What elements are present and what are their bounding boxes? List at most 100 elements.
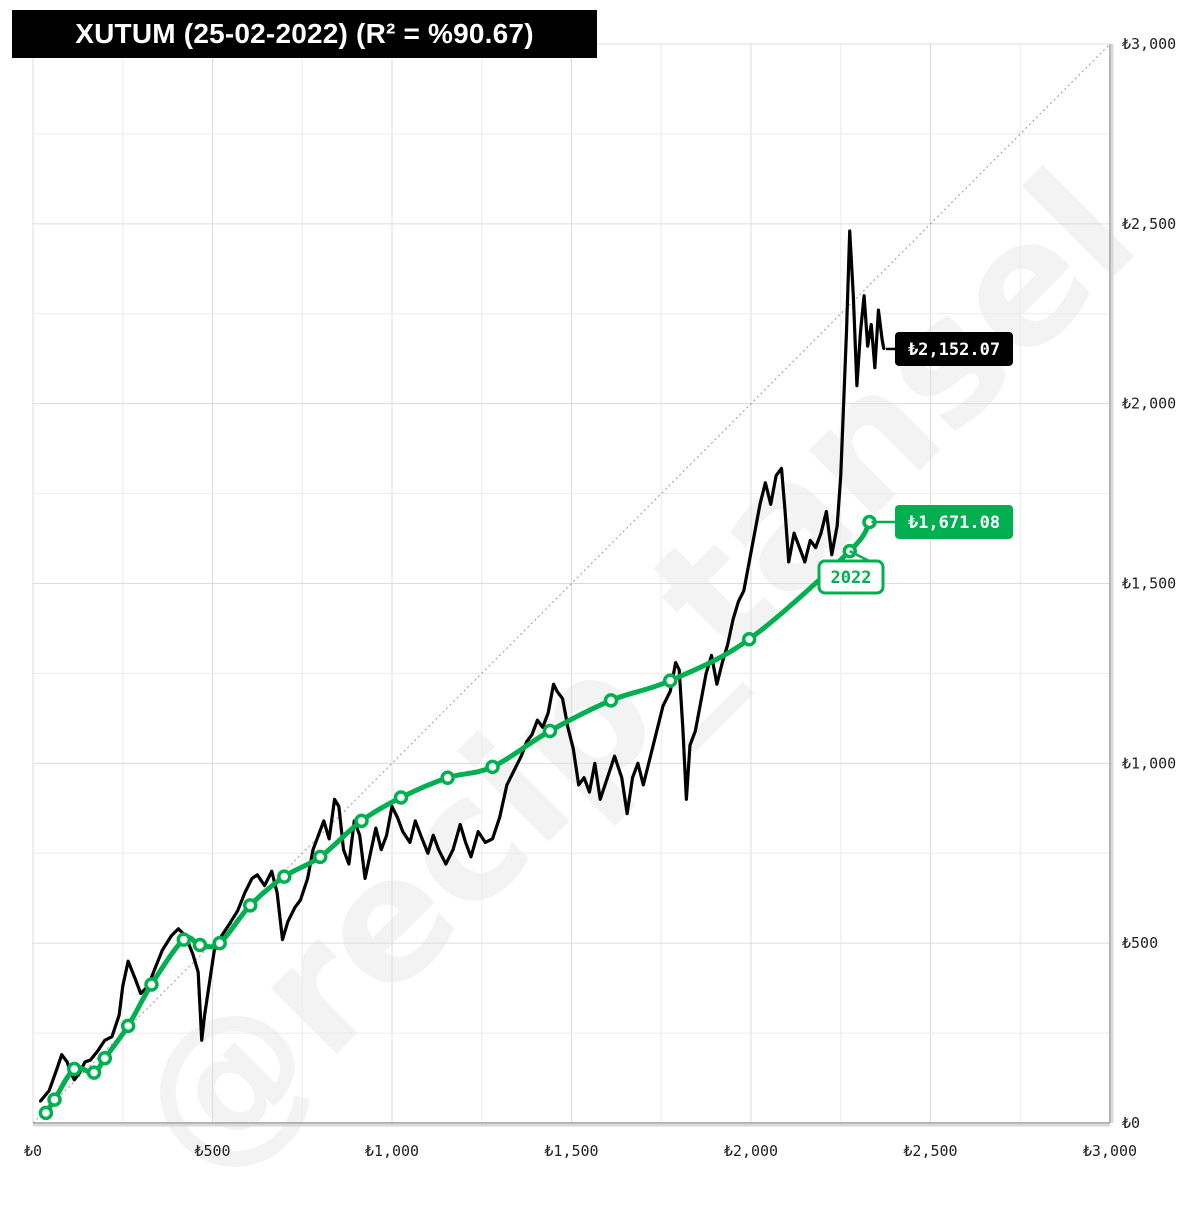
price-point (737, 600, 739, 602)
price-point (678, 669, 680, 671)
price-point (710, 654, 712, 656)
price-point (84, 1061, 86, 1063)
price-point (784, 510, 786, 512)
price-point (170, 935, 172, 937)
price-point (312, 848, 314, 850)
chart-title: XUTUM (25-02-2022) (R² = %90.67) (12, 10, 597, 58)
price-point (73, 1079, 75, 1081)
price-point (642, 784, 644, 786)
price-point (342, 848, 344, 850)
price-point (870, 323, 872, 325)
fit-point (178, 934, 189, 945)
price-point (294, 906, 296, 908)
fit-point (40, 1107, 51, 1118)
price-point (825, 510, 827, 512)
price-point (470, 856, 472, 858)
price-point (836, 525, 838, 527)
price-point (432, 834, 434, 836)
y-tick-label: ₺500 (1122, 934, 1158, 952)
price-point (338, 805, 340, 807)
price-point (333, 798, 335, 800)
fit-point (487, 761, 498, 772)
price-point (874, 367, 876, 369)
price-point (606, 777, 608, 779)
fit-point (395, 792, 406, 803)
price-point (506, 784, 508, 786)
year-label-text: 2022 (831, 568, 872, 588)
price-point (380, 848, 382, 850)
price-point (213, 949, 215, 951)
price-point (820, 532, 822, 534)
price-point (716, 683, 718, 685)
fit-point (665, 675, 676, 686)
price-point (804, 561, 806, 563)
x-tick-label: ₺3,000 (1083, 1142, 1137, 1160)
price-point (689, 744, 691, 746)
price-point (863, 295, 865, 297)
price-point (154, 967, 156, 969)
price-point (464, 841, 466, 843)
price-point (637, 762, 639, 764)
price-point (682, 726, 684, 728)
price-point (375, 827, 377, 829)
price-point (385, 834, 387, 836)
price-point (358, 834, 360, 836)
y-tick-label: ₺1,000 (1122, 754, 1176, 772)
price-point (452, 848, 454, 850)
price-point (477, 830, 479, 832)
fit-point (315, 851, 326, 862)
x-tick-label: ₺1,500 (544, 1142, 598, 1160)
price-point (809, 539, 811, 541)
price-point (547, 712, 549, 714)
price-point (48, 1089, 50, 1091)
y-tick-label: ₺3,000 (1122, 35, 1176, 53)
price-point (328, 838, 330, 840)
price-point (849, 230, 851, 232)
x-tick-label: ₺2,000 (724, 1142, 778, 1160)
price-point (161, 949, 163, 951)
price-point (348, 863, 350, 865)
price-point (244, 892, 246, 894)
price-point (57, 1064, 59, 1066)
fit-point (442, 772, 453, 783)
price-point (281, 938, 283, 940)
price-point (561, 697, 563, 699)
x-tick-label: ₺1,000 (365, 1142, 419, 1160)
watermark-text: @recip_tansel (95, 135, 1173, 1200)
price-point (256, 874, 258, 876)
price-point (721, 661, 723, 663)
x-tick-label: ₺0 (24, 1142, 42, 1160)
price-point (104, 1039, 106, 1041)
price-point (743, 589, 745, 591)
price-point (770, 503, 772, 505)
price-point (852, 295, 854, 297)
price-point (369, 852, 371, 854)
price-point (780, 467, 782, 469)
price-point (694, 730, 696, 732)
price-point (732, 618, 734, 620)
price-point (323, 820, 325, 822)
price-point (306, 877, 308, 879)
price-end-label-text: ₺2,152.07 (908, 340, 1000, 360)
price-point (764, 482, 766, 484)
price-point (700, 701, 702, 703)
price-point (814, 546, 816, 548)
price-point (793, 532, 795, 534)
price-point (140, 992, 142, 994)
price-point (66, 1061, 68, 1063)
price-point (236, 910, 238, 912)
fit-point (49, 1094, 60, 1105)
price-point (594, 762, 596, 764)
fit-point (544, 725, 555, 736)
price-point (197, 971, 199, 973)
price-point (845, 331, 847, 333)
fit-point (146, 979, 157, 990)
price-point (396, 816, 398, 818)
fit-point (279, 871, 290, 882)
price-point (427, 852, 429, 854)
price-point (227, 924, 229, 926)
price-point (613, 755, 615, 757)
price-point (831, 554, 833, 556)
price-point (409, 841, 411, 843)
fit-point (245, 900, 256, 911)
